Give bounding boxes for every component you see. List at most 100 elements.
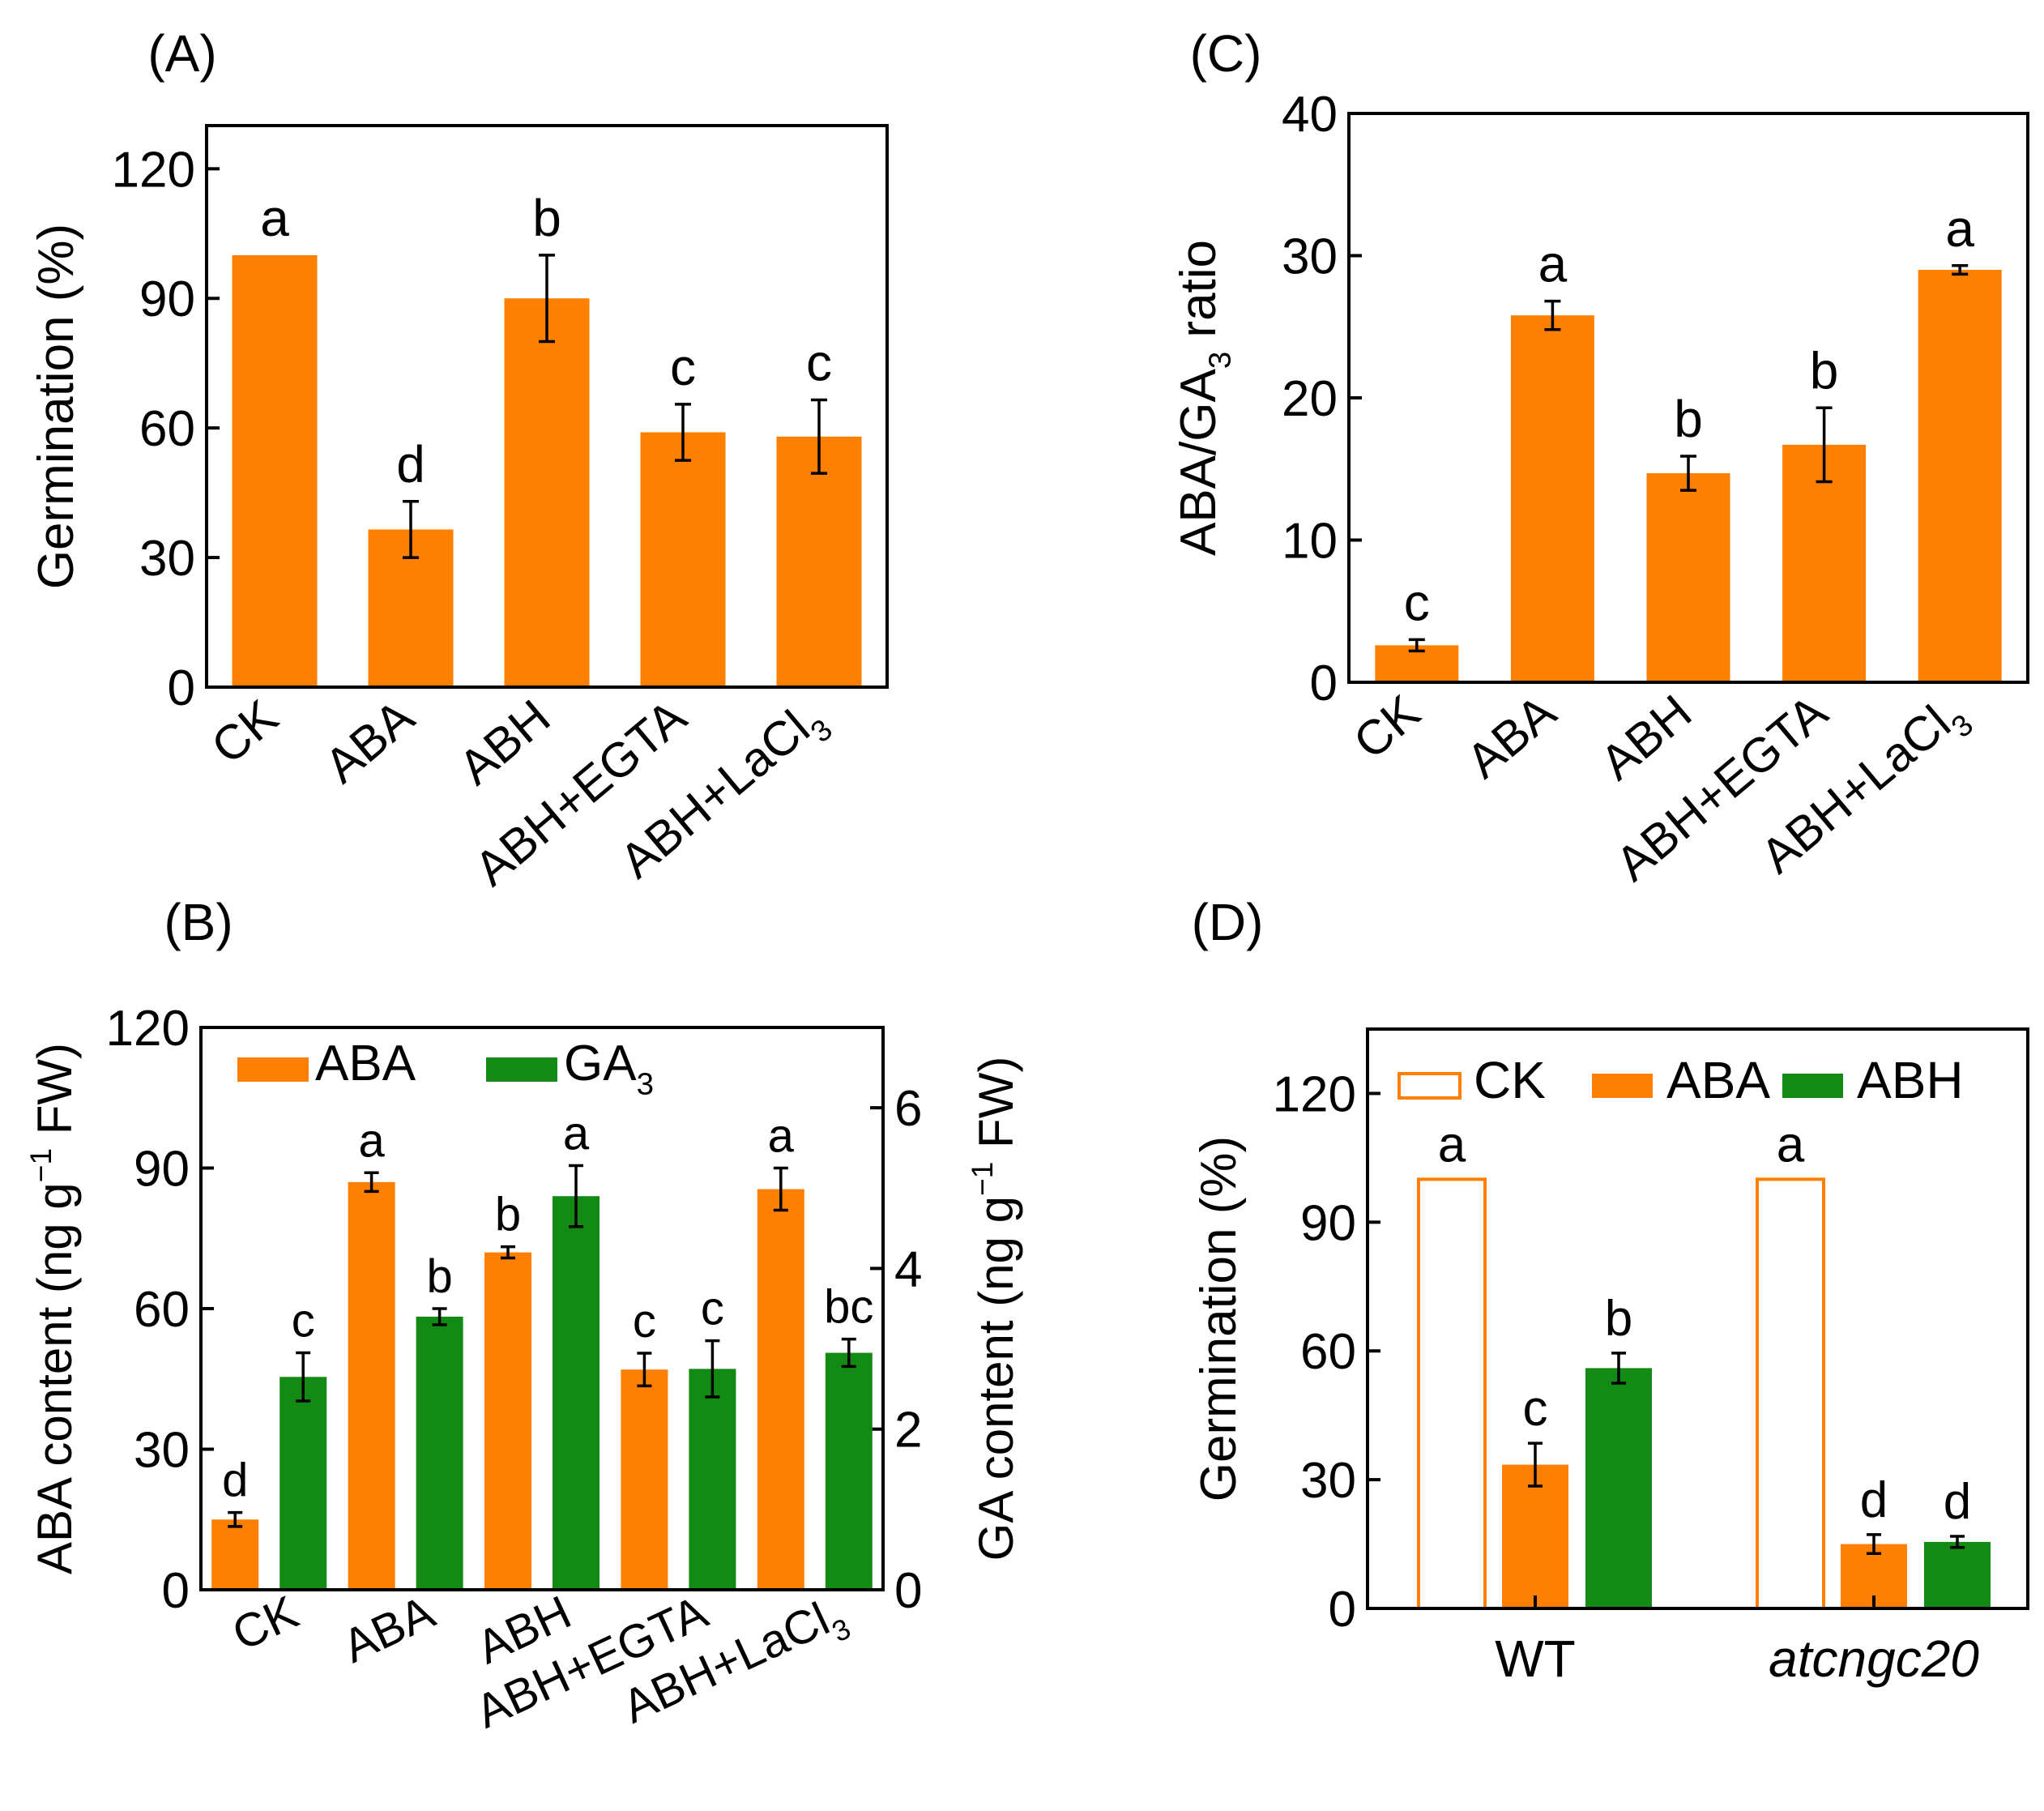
y-tick-label: 30 — [1300, 1453, 1356, 1509]
significance-letter: a — [768, 1110, 795, 1163]
x-tick-label: ABA — [335, 1586, 442, 1673]
significance-letter: c — [1404, 573, 1430, 631]
y-tick-label: 30 — [1282, 229, 1338, 285]
significance-letter: b — [495, 1189, 521, 1241]
plot-frame — [205, 124, 889, 689]
y-tick-label: 60 — [134, 1282, 190, 1338]
significance-letter: c — [670, 338, 696, 396]
significance-letter: a — [563, 1108, 590, 1160]
y-tick-label: 30 — [139, 531, 195, 587]
y-tick-label: 120 — [112, 142, 195, 198]
bar-ck — [1756, 1177, 1825, 1610]
y2-tick-label: 4 — [894, 1241, 922, 1297]
x-tick-label: CK — [1343, 685, 1430, 770]
bar — [1918, 270, 2002, 682]
significance-letter: a — [358, 1114, 385, 1167]
significance-letter: c — [633, 1295, 656, 1348]
x-tick-label: CK — [201, 690, 288, 775]
y-axis-label: ABA content (ng g−1 FW) — [23, 1043, 82, 1574]
bar-aba — [348, 1181, 395, 1590]
y-axis-label: Germination (%) — [28, 224, 84, 589]
x-tick-label: ABH — [1590, 685, 1702, 791]
x-tick-label: ABA — [314, 690, 424, 793]
legend-label: CK — [1474, 1051, 1546, 1109]
panel-label: (D) — [1192, 893, 1264, 951]
y2-tick-label: 0 — [894, 1563, 922, 1619]
y-tick-label: 60 — [139, 401, 195, 457]
panel-a-germination-chart: (A) 0 30 60 90 120 Germination (%) a CK d ABA b ABH c… — [28, 24, 889, 896]
significance-letter: d — [1860, 1472, 1888, 1528]
bar — [1646, 473, 1730, 682]
significance-letter: d — [396, 435, 425, 493]
bar — [504, 298, 590, 687]
significance-letter: d — [222, 1454, 248, 1507]
legend-label: ABA — [315, 1036, 416, 1091]
plot-frame — [1366, 1027, 2029, 1610]
panel-d-mutant-germination-chart: (D) 0 30 60 90 120 Germination (%) a c b WT a d d atcn… — [1191, 893, 2029, 1688]
significance-letter: a — [1538, 235, 1568, 293]
x-tick-label: CK — [224, 1586, 306, 1661]
significance-letter: a — [1945, 199, 1974, 258]
bar-aba — [211, 1519, 259, 1590]
bar-abh — [1585, 1368, 1652, 1608]
y2-tick-label: 2 — [894, 1403, 922, 1459]
bar-ck — [1417, 1177, 1487, 1610]
legend-swatch — [1592, 1074, 1653, 1098]
significance-letter: c — [292, 1295, 315, 1348]
bar-ga3 — [280, 1377, 327, 1590]
significance-letter: c — [806, 334, 832, 392]
legend-label: ABH — [1857, 1051, 1964, 1109]
x-tick-label: WT — [1495, 1629, 1576, 1688]
y-tick-label: 30 — [134, 1423, 190, 1479]
significance-letter: c — [701, 1283, 724, 1335]
significance-letter: b — [1605, 1291, 1632, 1347]
y-tick-label: 120 — [1273, 1066, 1356, 1122]
legend-label: ABA — [1666, 1051, 1770, 1109]
y2-axis-label: GA content (ng g−1 FW) — [965, 1057, 1023, 1561]
significance-letter: bc — [824, 1281, 873, 1334]
plot-frame — [199, 1026, 885, 1591]
panel-label: (B) — [164, 893, 233, 951]
significance-letter: d — [1944, 1474, 1971, 1530]
y-tick-label: 0 — [1329, 1582, 1356, 1638]
y-tick-label: 90 — [139, 271, 195, 327]
bar-aba — [1502, 1464, 1568, 1608]
significance-letter: a — [1438, 1117, 1466, 1172]
bar-ga3 — [416, 1316, 463, 1590]
bar-aba — [621, 1369, 668, 1590]
bar — [1782, 444, 1867, 682]
y-tick-label: 90 — [134, 1142, 190, 1198]
bar — [640, 432, 726, 687]
y-tick-label: 60 — [1300, 1324, 1356, 1380]
legend-swatch — [237, 1057, 309, 1082]
y-tick-label: 40 — [1282, 87, 1338, 143]
y-tick-label: 120 — [106, 1001, 190, 1057]
y-tick-label: 0 — [168, 660, 195, 716]
legend-swatch — [1782, 1074, 1843, 1098]
y-tick-label: 90 — [1300, 1195, 1356, 1251]
bar-ga3 — [553, 1196, 600, 1590]
significance-letter: b — [426, 1250, 452, 1303]
bar-abh — [1924, 1541, 1991, 1608]
panel-label: (A) — [147, 24, 216, 83]
legend-swatch — [1398, 1072, 1462, 1100]
bar-aba — [484, 1252, 531, 1590]
legend-swatch — [486, 1057, 557, 1082]
y-tick-label: 20 — [1282, 371, 1338, 427]
significance-letter: b — [532, 189, 561, 247]
panel-b-hormone-content-chart: (B) 0 30 60 90 120 0 2 4 6 ABA content (ng g−1 FW)… — [23, 893, 1023, 1738]
significance-letter: b — [1810, 341, 1839, 399]
plot-frame — [1347, 112, 2029, 684]
bar — [232, 254, 318, 687]
y-axis-label: Germination (%) — [1191, 1136, 1247, 1501]
bar-ga3 — [825, 1352, 873, 1590]
y2-tick-label: 6 — [894, 1081, 922, 1137]
y-axis-label: ABA/GA3 ratio — [1171, 240, 1238, 556]
y-tick-label: 10 — [1282, 514, 1338, 570]
significance-letter: a — [260, 189, 289, 247]
significance-letter: b — [1674, 390, 1703, 448]
x-tick-label: ABA — [1457, 685, 1566, 788]
y-tick-label: 0 — [162, 1563, 190, 1619]
